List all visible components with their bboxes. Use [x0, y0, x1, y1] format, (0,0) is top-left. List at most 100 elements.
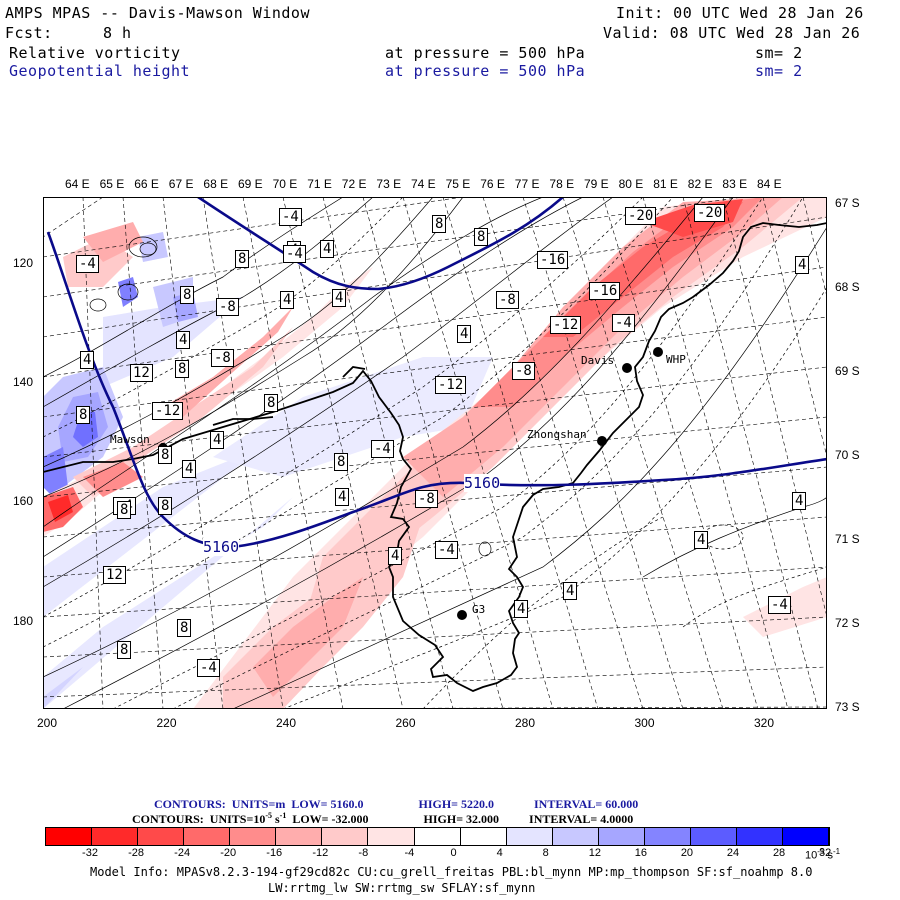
latitude-tick-label: 72 S	[835, 616, 860, 630]
x-tick-label: 220	[156, 716, 177, 730]
colorbar	[45, 827, 830, 846]
vorticity-contour-label: 4	[210, 431, 225, 449]
latitude-tick-label: 67 S	[835, 196, 860, 210]
station-label-mawson: Mawson	[110, 433, 150, 446]
longitude-tick-label: 77 E	[514, 177, 540, 191]
colorbar-tick-label: 32	[819, 847, 832, 859]
vorticity-contour-label: -8	[216, 298, 239, 316]
vorticity-contour-label: 4	[563, 582, 578, 600]
longitude-tick-label: 79 E	[584, 177, 609, 191]
vorticity-contour-label: -8	[211, 349, 234, 367]
vorticity-contour-label: 4	[332, 289, 347, 307]
vorticity-contour-label: -16	[537, 251, 569, 269]
colorbar-tick-label: -20	[220, 847, 237, 859]
vorticity-contour-label: 4	[176, 331, 191, 349]
vorticity-contour-label: -8	[512, 362, 535, 380]
map-title: AMPS MPAS -- Davis-Mawson Window	[5, 4, 310, 22]
station-label-davis: Davis	[581, 354, 615, 367]
vorticity-contour-label: -8	[496, 291, 519, 309]
colorbar-swatch	[736, 828, 783, 845]
init-time: Init: 00 UTC Wed 28 Jan 26	[616, 4, 864, 22]
colorbar-tick-label: -12	[312, 847, 329, 859]
latitude-tick-label: 71 S	[835, 532, 860, 546]
colorbar-tick-label: 28	[772, 847, 786, 859]
x-tick-label: 200	[37, 716, 58, 730]
colorbar-swatch	[138, 828, 185, 845]
vorticity-contour-label: 12	[103, 566, 126, 584]
longitude-tick-label: 81 E	[653, 177, 678, 191]
colorbar-swatch	[552, 828, 599, 845]
longitude-tick-label: 71 E	[307, 177, 332, 191]
vorticity-contour-label: 4	[514, 600, 529, 618]
y-tick-label: 180	[13, 614, 34, 628]
vort-legend-units-exp: -5	[265, 811, 272, 820]
colorbar-swatch	[322, 828, 369, 845]
vorticity-contour-label: 4	[182, 460, 197, 478]
colorbar-unit-suffix-exp: -1	[832, 847, 841, 856]
colorbar-tick-label: 24	[726, 847, 740, 859]
latitude-tick-label: 70 S	[835, 448, 860, 462]
longitude-tick-label: 83 E	[722, 177, 748, 191]
longitude-tick-label: 66 E	[134, 177, 159, 191]
vorticity-contour-label: 4	[694, 531, 709, 549]
vorticity-contour-label: 4	[335, 488, 350, 506]
vorticity-contour-label: 8	[264, 394, 279, 412]
height-legend-high: HIGH= 5220.0	[418, 797, 495, 811]
vort-legend-interval: INTERVAL= 4.0000	[529, 812, 634, 826]
colorbar-tick-label: 12	[588, 847, 601, 859]
colorbar-swatch	[230, 828, 277, 845]
station-marker-zhongshan	[597, 436, 607, 446]
colorbar-tick-label: 16	[634, 847, 647, 859]
longitude-tick-label: 69 E	[238, 177, 263, 191]
colorbar-unit-base: 10	[805, 849, 818, 862]
vorticity-contour-label: 12	[130, 364, 153, 382]
vorticity-contour-label: 4	[80, 351, 95, 369]
vorticity-contour-label: -4	[612, 314, 635, 332]
vort-legend-low: LOW= -32.000	[292, 812, 369, 826]
y-tick-label: 160	[13, 494, 34, 508]
colorbar-tick-label: 8	[542, 847, 549, 859]
colorbar-tick-label: -28	[128, 847, 145, 859]
vorticity-contour-label: -16	[589, 282, 621, 300]
colorbar-swatch	[460, 828, 507, 845]
vorticity-contour-label: 8	[334, 453, 349, 471]
model-info-line2: LW:rrtmg_lw SW:rrtmg_sw SFLAY:sf_mynn	[268, 881, 536, 895]
field1-smoothing: sm= 2	[755, 44, 803, 62]
colorbar-swatch	[598, 828, 645, 845]
field2-smoothing: sm= 2	[755, 62, 803, 80]
vorticity-contour-label: 4	[320, 240, 335, 258]
longitude-tick-label: 78 E	[549, 177, 575, 191]
vorticity-contour-label: -8	[415, 490, 438, 508]
vort-legend-high: HIGH= 32.000	[423, 812, 500, 826]
coastline	[43, 222, 827, 692]
vorticity-contour-label: 8	[235, 250, 250, 268]
vorticity-contour-label: -20	[625, 207, 657, 225]
longitude-tick-label: 80 E	[618, 177, 644, 191]
colorbar-swatch	[184, 828, 231, 845]
longitude-tick-label: 82 E	[687, 177, 713, 191]
height-legend-units: UNITS=m	[231, 797, 286, 811]
colorbar-swatch	[92, 828, 139, 845]
vorticity-contour-label: -4	[768, 596, 791, 614]
y-tick-label: 120	[13, 256, 34, 270]
colorbar-swatch	[644, 828, 691, 845]
colorbar-tick-label: 20	[680, 847, 694, 859]
longitude-tick-label: 68 E	[203, 177, 229, 191]
y-tick-label: 140	[13, 375, 34, 389]
colorbar-tick-label: -8	[358, 847, 369, 859]
longitude-tick-label: 65 E	[99, 177, 125, 191]
vorticity-contour-label: -20	[694, 204, 726, 222]
vorticity-contour-label: 8	[117, 501, 132, 519]
height-contour-label: 5160	[464, 474, 501, 492]
colorbar-swatch	[46, 828, 93, 845]
forecast-hours: 8 h	[103, 24, 132, 42]
x-tick-label: 320	[754, 716, 775, 730]
station-marker-g3	[457, 610, 467, 620]
height-legend-low: LOW= 5160.0	[291, 797, 364, 811]
colorbar-unit-exp: -5	[817, 847, 825, 856]
colorbar-tick-label: -16	[266, 847, 283, 859]
colorbar-swatch	[368, 828, 415, 845]
colorbar-swatch	[783, 828, 830, 845]
vorticity-contour-label: 8	[175, 360, 190, 378]
longitude-tick-label: 84 E	[757, 177, 782, 191]
